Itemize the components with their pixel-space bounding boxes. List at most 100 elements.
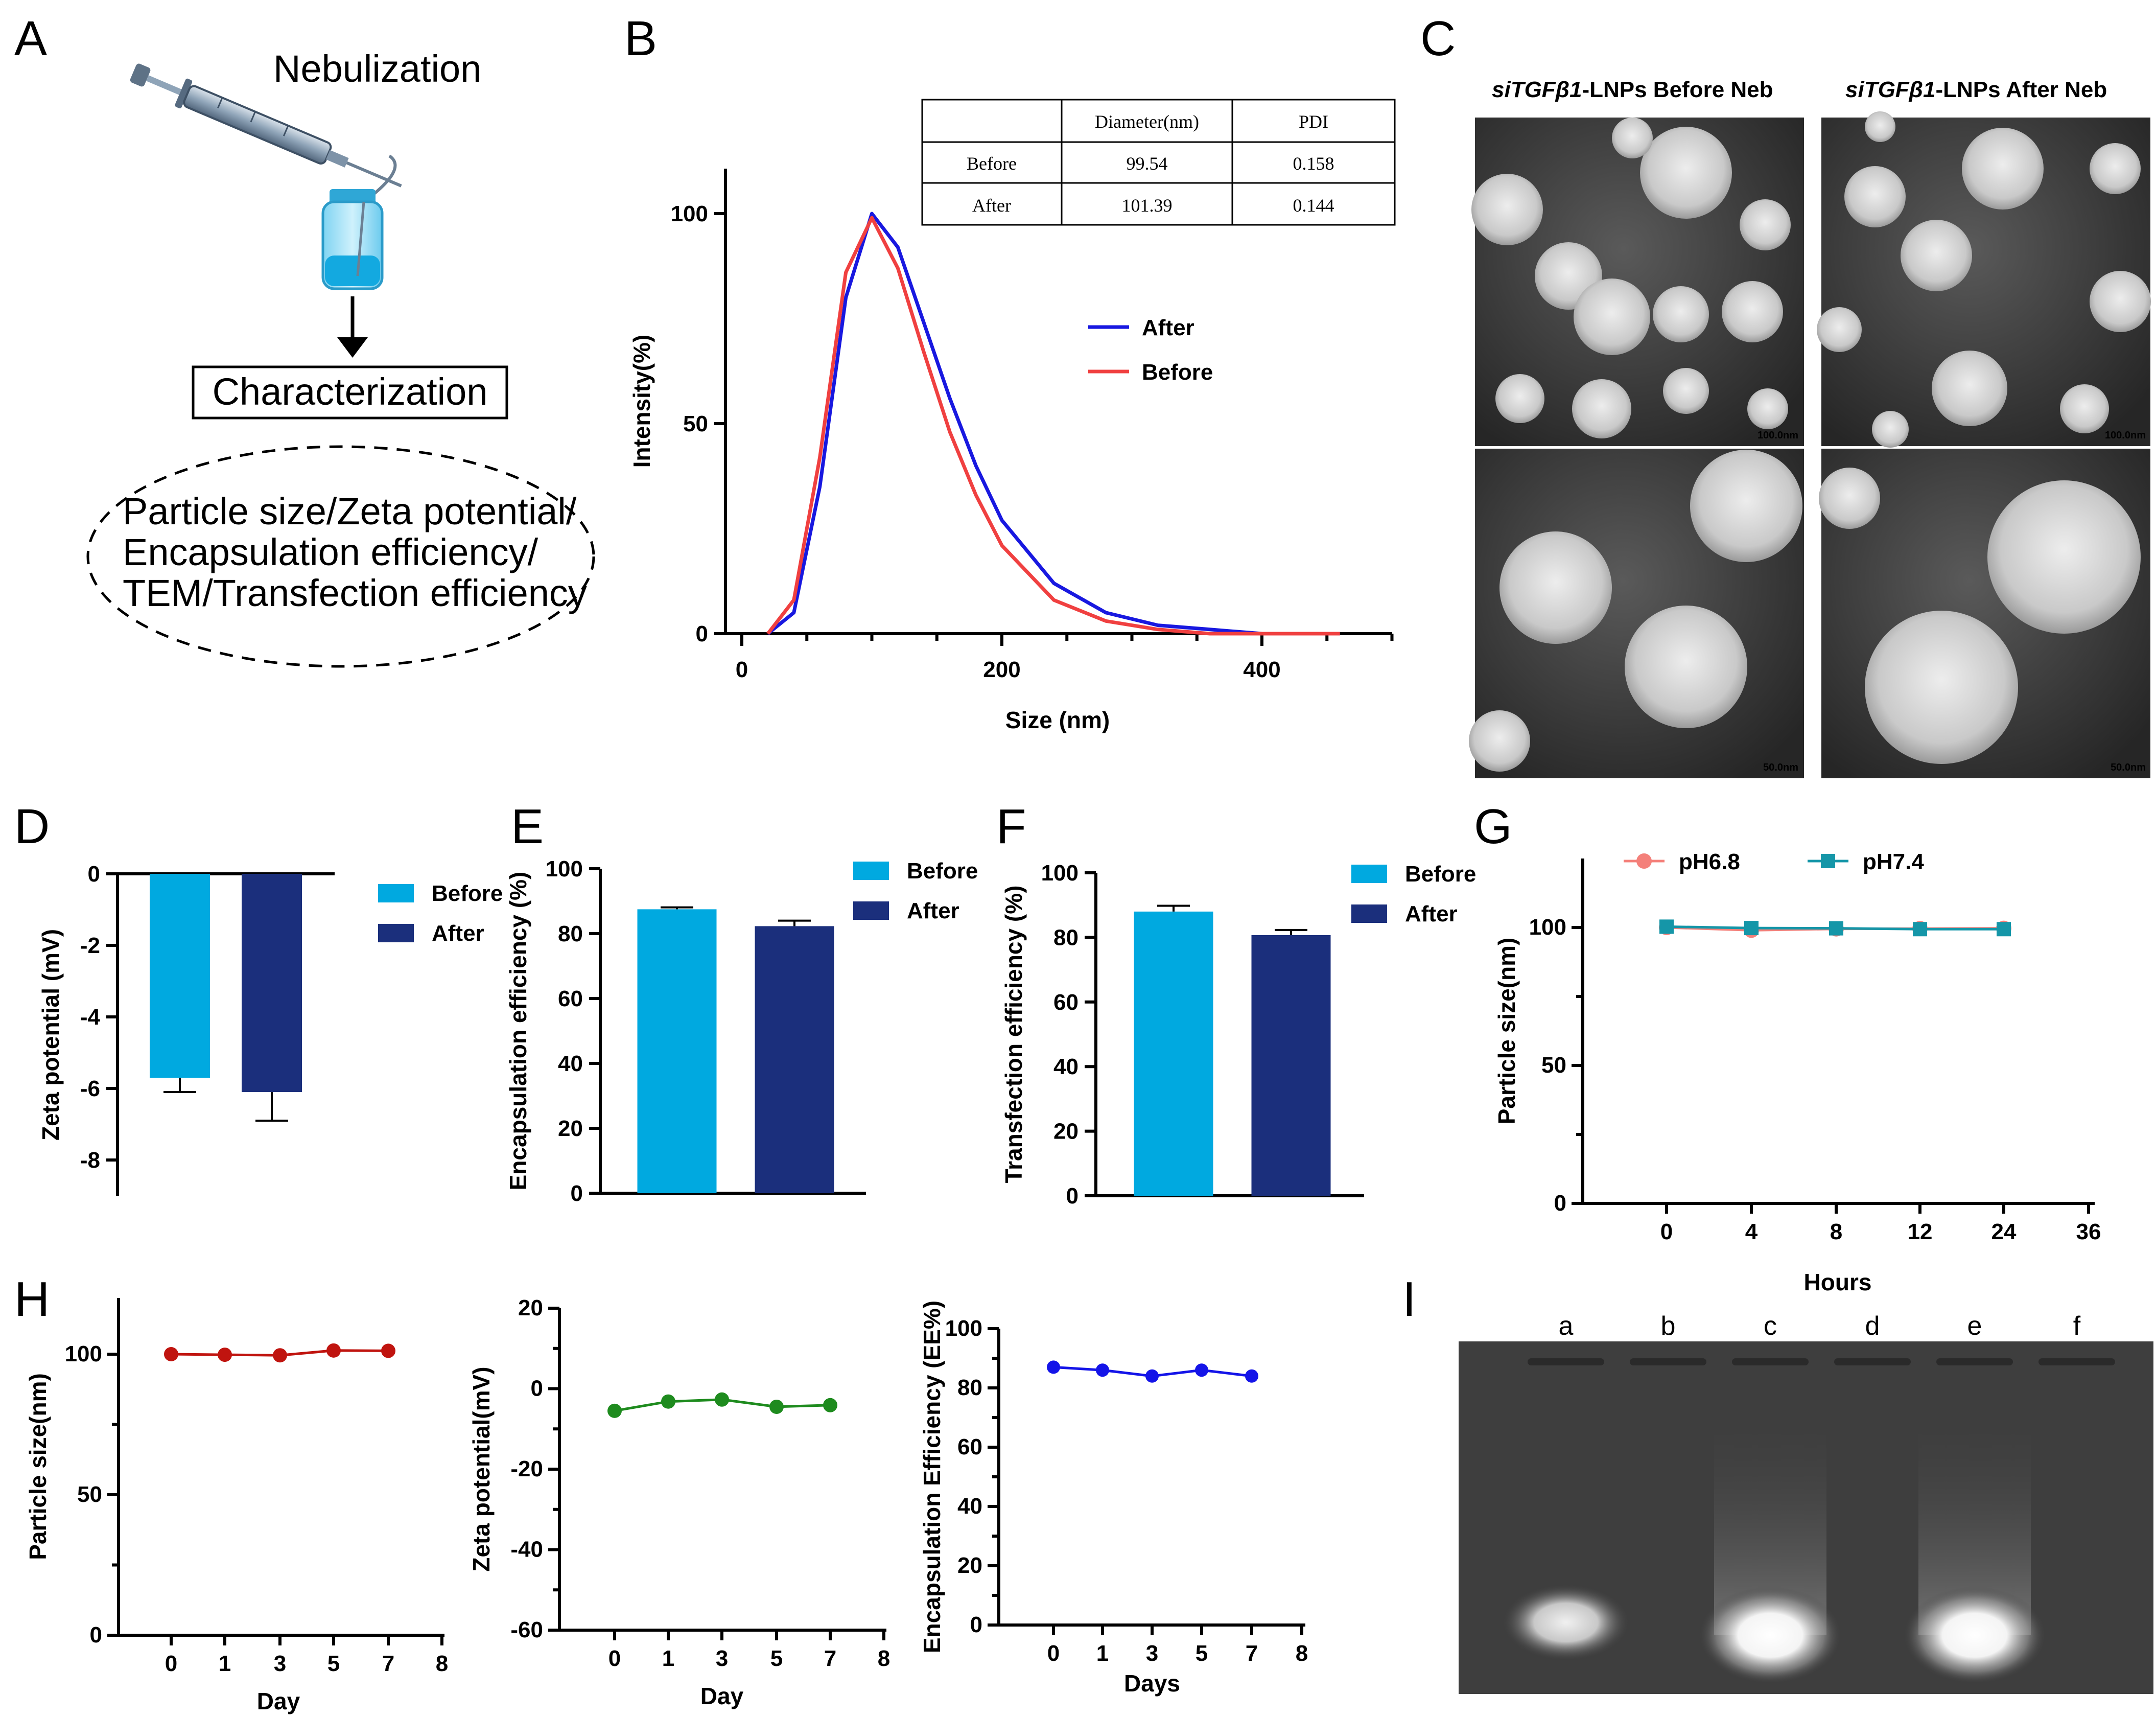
- gel-well: [1528, 1358, 1604, 1365]
- y-tick-label: -6: [80, 1076, 100, 1101]
- x-tick-label: 3: [716, 1646, 728, 1671]
- y-tick-label: 100: [65, 1341, 102, 1366]
- y-axis-label: Zeta potential(mV): [468, 1366, 495, 1571]
- x-tick-label: 400: [1243, 657, 1280, 682]
- panel-h-zeta-potential-chart: -60 -40 -20 0 20 0 1 3 5 7 8 Day Zeta potential(mV): [468, 1295, 890, 1709]
- x-tick-label: 7: [382, 1651, 394, 1676]
- data-point: [1195, 1363, 1208, 1377]
- data-point: [769, 1399, 784, 1414]
- panel-f-transfection-bar-chart: 0 20 40 60 80 100 Before After Transfection effi…: [1000, 861, 1476, 1209]
- legend-label: pH6.8: [1679, 849, 1740, 874]
- vial-icon: [321, 189, 384, 290]
- panel-c-tem-images: siTGFβ1-LNPs Before Neb siTGFβ1-LNPs Aft…: [1469, 77, 2151, 778]
- lane-label: c: [1764, 1311, 1777, 1341]
- x-tick-label: 0: [1660, 1219, 1673, 1244]
- lane-label: d: [1865, 1311, 1880, 1341]
- gel-band: [1903, 1587, 2046, 1684]
- data-point: [607, 1403, 622, 1418]
- data-point: [1245, 1369, 1258, 1383]
- y-tick-label: 0: [1066, 1184, 1079, 1209]
- gel-well: [2038, 1358, 2115, 1365]
- table-cell: 0.144: [1293, 195, 1334, 216]
- x-tick-label: 12: [1908, 1219, 1933, 1244]
- x-tick-label: 1: [219, 1651, 231, 1676]
- y-tick-label: -60: [510, 1617, 543, 1642]
- legend-label: After: [907, 898, 959, 923]
- x-tick-label: 8: [1296, 1641, 1308, 1666]
- y-tick-label: 0: [88, 862, 100, 887]
- tem-image-after-low-mag: 100.0nm: [1817, 111, 2151, 448]
- legend-label: After: [432, 921, 484, 946]
- tem-title-before: siTGFβ1-LNPs Before Neb: [1492, 77, 1773, 102]
- x-tick-label: 8: [878, 1646, 890, 1671]
- y-axis-label: Particle size(nm): [25, 1373, 51, 1560]
- panel-i-gel-electrophoresis: a b c d e f: [1459, 1311, 2153, 1694]
- x-tick-label: 5: [327, 1651, 340, 1676]
- nebulization-title: Nebulization: [273, 48, 481, 90]
- bar-after: [1251, 935, 1331, 1196]
- data-point: [381, 1343, 395, 1358]
- y-tick-label: 100: [671, 201, 708, 226]
- legend-label: Before: [432, 881, 503, 906]
- lane-label: b: [1661, 1311, 1676, 1341]
- y-tick-label: 50: [77, 1482, 102, 1507]
- bar-before: [150, 874, 210, 1078]
- legend-label: Before: [1142, 360, 1213, 385]
- y-tick-label: 0: [970, 1612, 982, 1637]
- characterization-label: Characterization: [213, 370, 488, 413]
- y-tick-label: -2: [80, 933, 100, 958]
- y-tick-label: 100: [546, 856, 583, 881]
- panel-label-f: F: [996, 799, 1026, 854]
- y-tick-label: 0: [1554, 1191, 1566, 1216]
- y-tick-label: 20: [1053, 1119, 1079, 1144]
- y-tick-label: -20: [510, 1456, 543, 1481]
- x-tick-label: 200: [983, 657, 1020, 682]
- scale-bar-label: 50.0nm: [1763, 762, 1798, 773]
- dls-plot-area: 0 50 100 0 200 400 Size (nm) Intensity(%) After B…: [628, 169, 1394, 733]
- x-tick-label: 0: [1047, 1641, 1060, 1666]
- x-tick-label: 8: [436, 1651, 448, 1676]
- panel-h-particle-size-chart: 0 50 100 0 1 3 5 7 8 Day Particle size(nm): [25, 1298, 448, 1714]
- y-tick-label: 60: [558, 986, 583, 1011]
- x-tick-label: 4: [1745, 1219, 1758, 1244]
- y-axis-label: Zeta potential (mV): [37, 929, 64, 1141]
- gel-well: [1936, 1358, 2013, 1365]
- gel-band: [1502, 1584, 1630, 1661]
- tem-image-before-low-mag: 100.0nm: [1471, 118, 1804, 446]
- data-point: [1913, 922, 1927, 937]
- panel-h-encapsulation-chart: 0 20 40 60 80 100 0 1 3 5 7 8 Days Encapsulation Effi…: [919, 1301, 1308, 1697]
- panel-label-c: C: [1420, 11, 1456, 66]
- y-tick-label: 50: [683, 411, 708, 436]
- data-point: [1659, 919, 1674, 934]
- legend-swatch: [1351, 904, 1387, 923]
- x-tick-label: 3: [274, 1651, 286, 1676]
- gel-well: [1630, 1358, 1706, 1365]
- tem-image-after-high-mag: 50.0nm: [1819, 449, 2150, 778]
- data-point: [1047, 1360, 1060, 1374]
- x-tick-label: 0: [608, 1646, 621, 1671]
- table-row-label: Before: [967, 153, 1017, 174]
- data-point: [218, 1348, 232, 1362]
- series-line-after: [766, 212, 1340, 636]
- y-tick-label: 0: [696, 621, 708, 646]
- x-tick-label: 7: [824, 1646, 836, 1671]
- y-tick-label: 20: [518, 1295, 543, 1320]
- y-tick-label: 60: [957, 1434, 982, 1459]
- y-tick-label: -4: [80, 1005, 101, 1030]
- x-tick-label: 36: [2076, 1219, 2101, 1244]
- y-tick-label: 80: [957, 1375, 982, 1400]
- y-tick-label: 50: [1541, 1053, 1566, 1078]
- y-tick-label: 40: [957, 1494, 982, 1519]
- x-axis-label: Day: [257, 1688, 300, 1714]
- panel-b-dls-chart: Diameter(nm) PDI Before 99.54 0.158 Afte…: [628, 99, 1396, 733]
- table-header-pdi: PDI: [1299, 111, 1328, 132]
- bar-before: [637, 909, 717, 1193]
- y-tick-label: 0: [531, 1376, 543, 1401]
- x-tick-label: 1: [662, 1646, 674, 1671]
- bar-after: [755, 926, 834, 1193]
- table-cell: 101.39: [1122, 195, 1173, 216]
- y-tick-label: 40: [558, 1051, 583, 1076]
- legend-swatch: [378, 924, 414, 942]
- bar-after: [242, 874, 302, 1092]
